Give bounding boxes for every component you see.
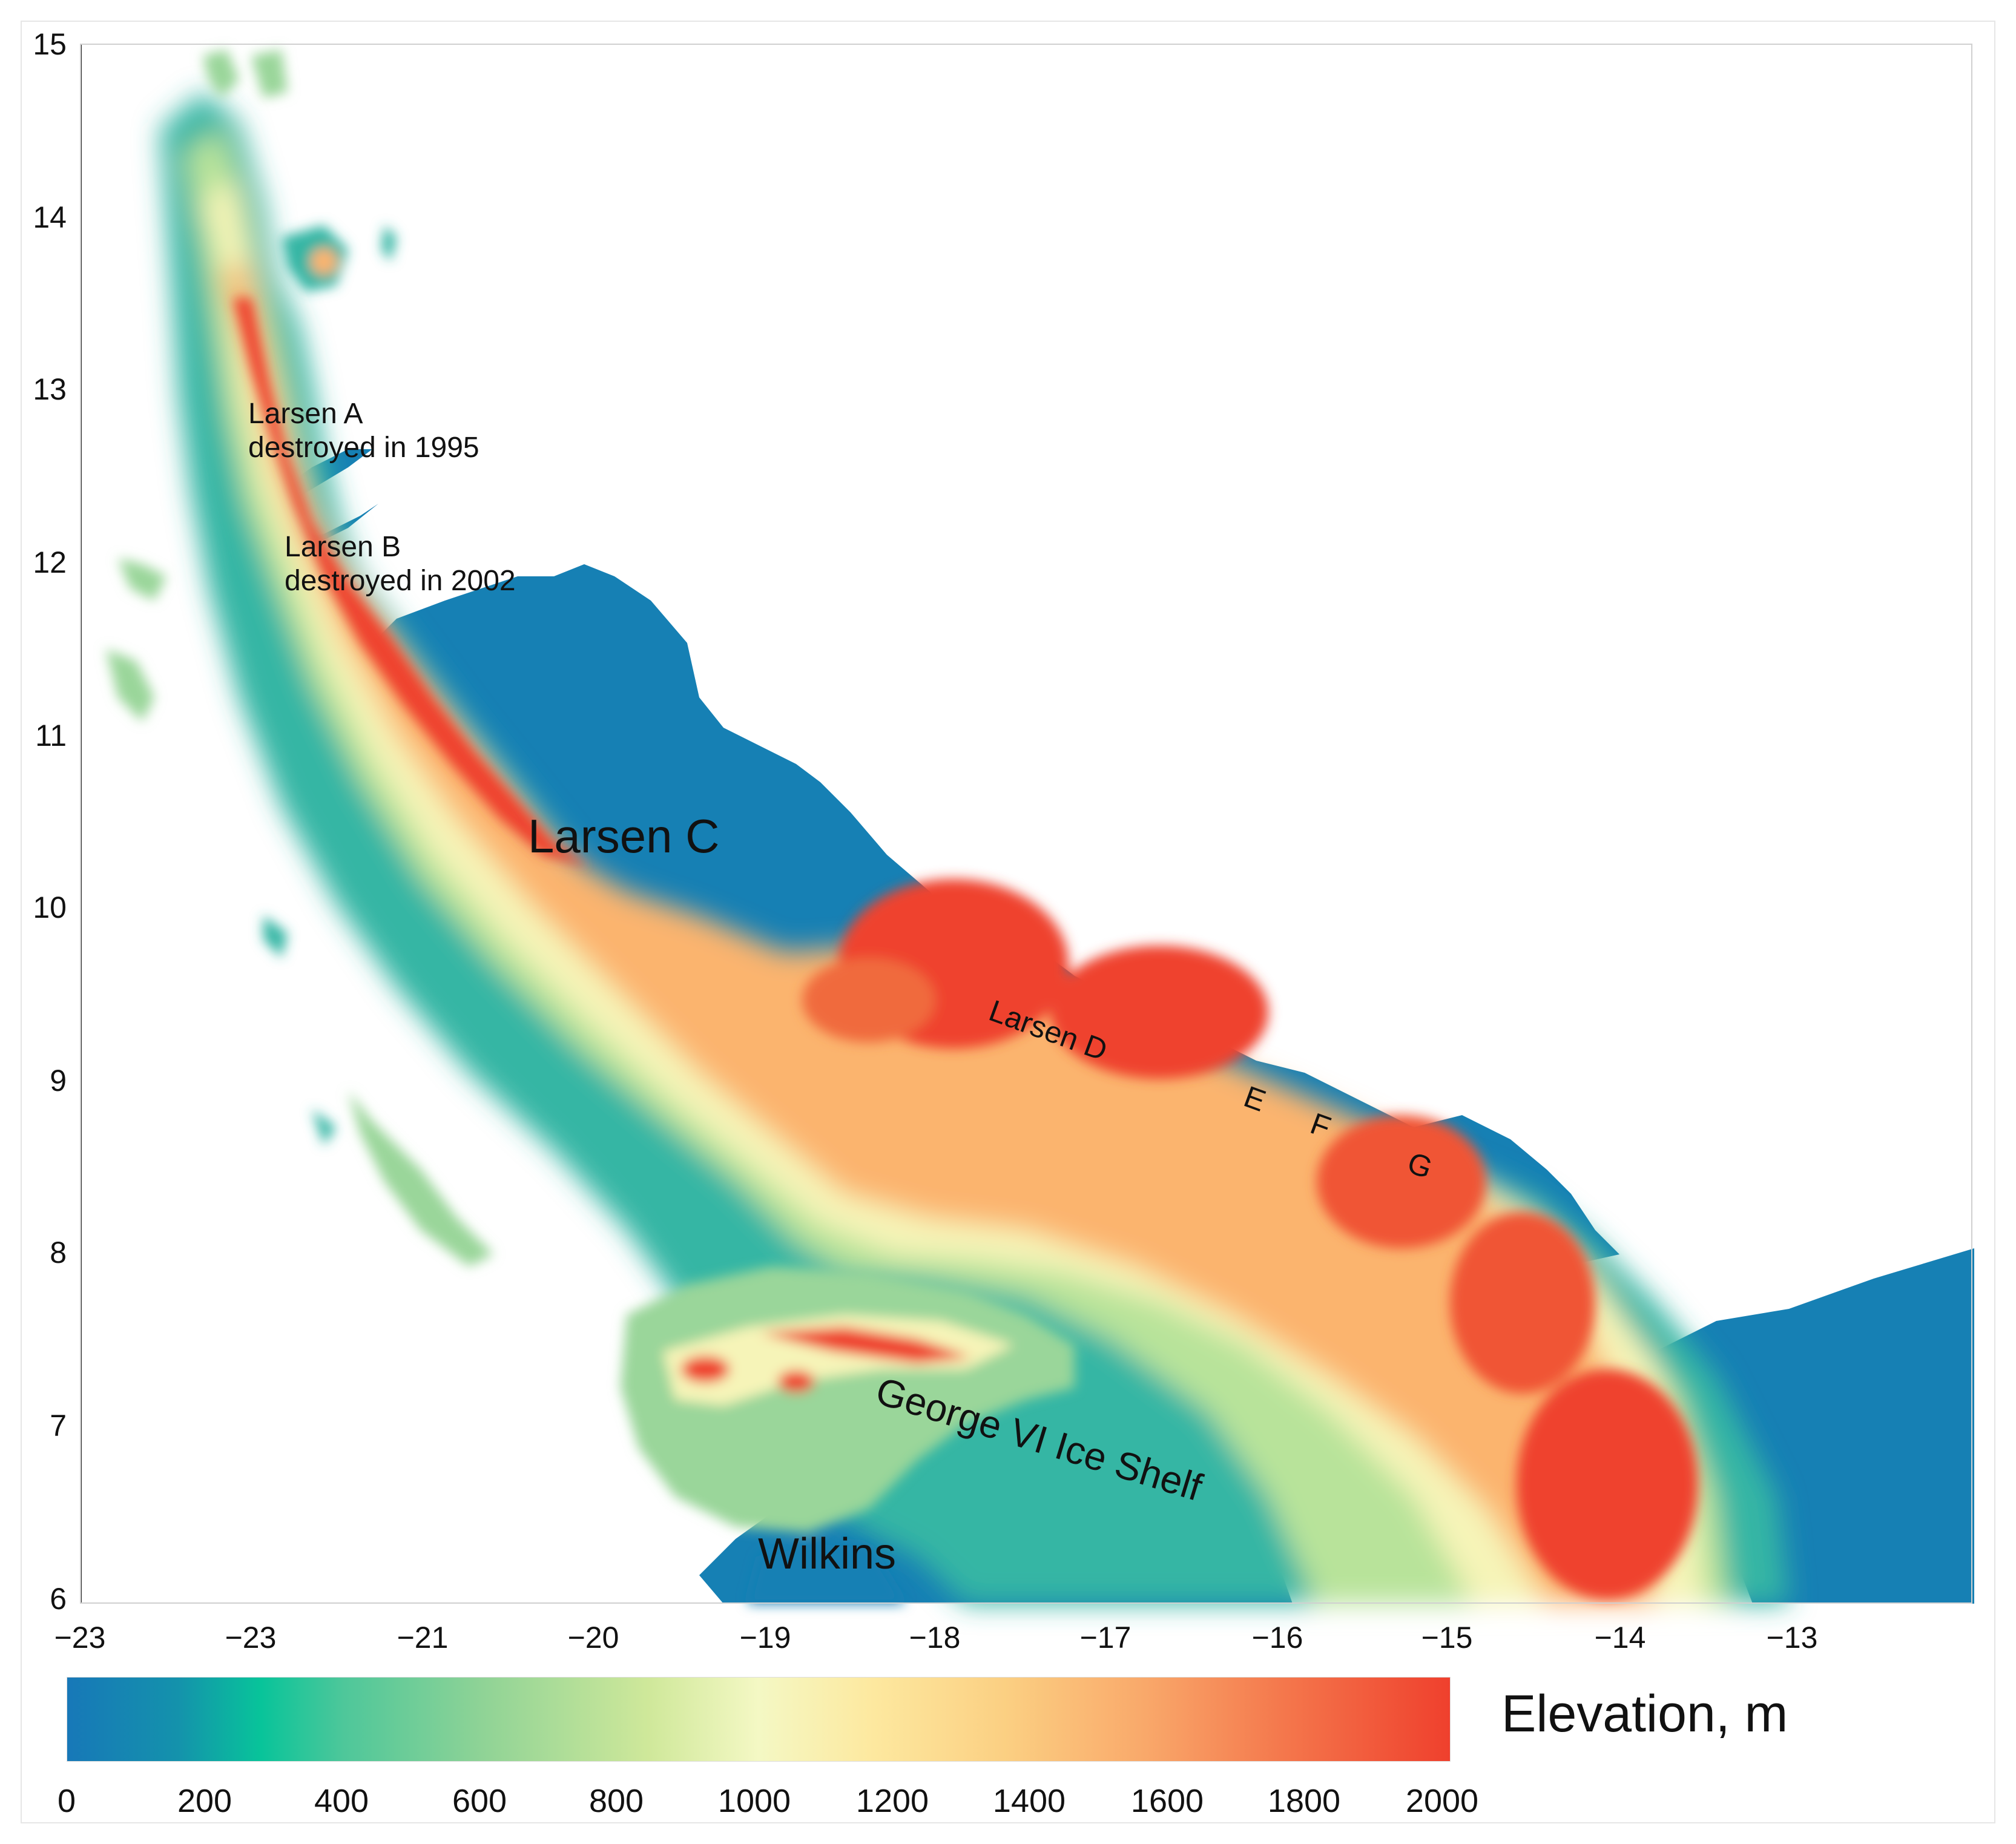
label-larsen-b: Larsen B <box>285 531 401 563</box>
colorbar-tick: 1400 <box>992 1783 1066 1819</box>
x-tick-2: −21 <box>397 1621 449 1655</box>
colorbar-tick: 1200 <box>855 1783 929 1819</box>
label-larsen-a: Larsen A <box>248 398 363 430</box>
colorbar-tick: 400 <box>314 1783 369 1819</box>
x-tick-9: −14 <box>1594 1621 1646 1655</box>
colorbar-tick: 800 <box>588 1783 644 1819</box>
y-tick-6: 6 <box>50 1582 67 1616</box>
colorbar-tick: 1800 <box>1267 1783 1341 1819</box>
label-larsen-b-destroyed: destroyed in 2002 <box>285 565 516 597</box>
x-tick-6: −17 <box>1079 1621 1132 1655</box>
terrain-svg <box>106 50 1974 1604</box>
colorbar-tick: 1000 <box>717 1783 791 1819</box>
label-larsen-a-destroyed: destroyed in 1995 <box>248 432 479 464</box>
colorbar-tick: 200 <box>177 1783 232 1819</box>
peak-layer <box>233 298 1698 1599</box>
label-larsen-c: Larsen C <box>528 809 720 863</box>
x-tick-4: −19 <box>739 1621 791 1655</box>
colorbar-tick: 0 <box>57 1783 76 1819</box>
colorbar-title: Elevation, m <box>1501 1685 1788 1743</box>
y-tick-7: 7 <box>50 1409 67 1443</box>
label-wilkins: Wilkins <box>758 1530 896 1578</box>
x-tick-7: −16 <box>1251 1621 1303 1655</box>
y-tick-10: 10 <box>33 891 67 924</box>
colorbar-tick: 1600 <box>1130 1783 1204 1819</box>
y-tick-12: 12 <box>33 545 67 579</box>
elevation-colorbar <box>67 1677 1451 1762</box>
y-tick-8: 8 <box>50 1236 67 1269</box>
x-tick-0: −23 <box>54 1621 106 1655</box>
y-tick-9: 9 <box>50 1064 67 1098</box>
x-tick-10: −13 <box>1766 1621 1818 1655</box>
x-tick-8: −15 <box>1421 1621 1473 1655</box>
y-tick-11: 11 <box>35 719 67 752</box>
x-tick-3: −20 <box>567 1621 619 1655</box>
colorbar-tick: 600 <box>452 1783 507 1819</box>
alexander-island <box>621 1266 1075 1604</box>
y-tick-15: 15 <box>33 27 67 61</box>
western-islands <box>106 50 493 1266</box>
x-tick-5: −18 <box>909 1621 961 1655</box>
colorbar-tick: 2000 <box>1405 1783 1479 1819</box>
x-tick-1: −23 <box>225 1621 277 1655</box>
y-tick-14: 14 <box>33 200 67 234</box>
y-tick-13: 13 <box>33 372 67 406</box>
elevation-map <box>80 44 1974 1604</box>
